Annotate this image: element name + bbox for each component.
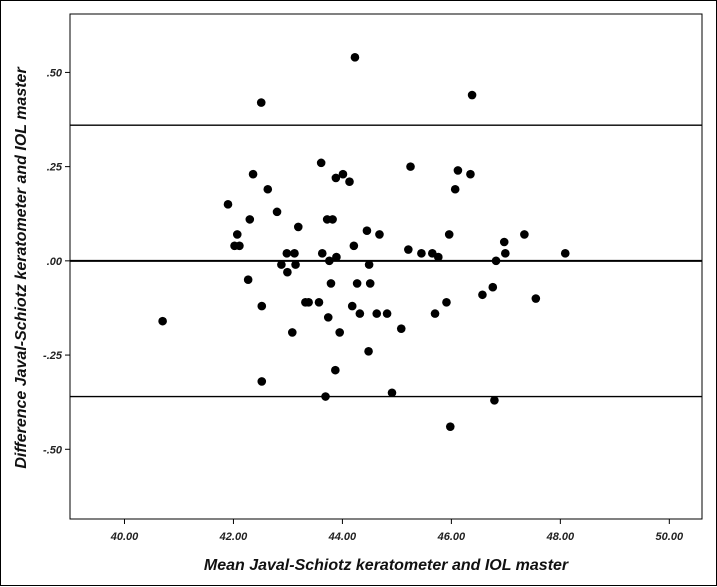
- data-point: [372, 309, 382, 318]
- data-point: [304, 298, 313, 307]
- data-point: [434, 252, 443, 262]
- data-point: [365, 279, 375, 288]
- data-point: [499, 237, 509, 247]
- data-point: [382, 309, 392, 318]
- data-point: [345, 177, 354, 187]
- data-point: [158, 316, 167, 326]
- data-point: [331, 365, 340, 375]
- data-point: [335, 328, 344, 337]
- data-point: [501, 249, 510, 258]
- y-tick-label: .00: [47, 256, 63, 268]
- data-point: [232, 230, 242, 239]
- data-point: [282, 249, 292, 258]
- data-point: [245, 215, 255, 224]
- data-point: [531, 294, 541, 303]
- data-point: [256, 98, 266, 107]
- data-point: [488, 282, 498, 292]
- y-axis: .50 .25 .00 -.25 -.50: [43, 67, 70, 456]
- data-point: [331, 173, 341, 183]
- data-point: [404, 245, 413, 254]
- data-point: [257, 301, 267, 311]
- data-point: [316, 158, 326, 168]
- data-point: [490, 395, 499, 405]
- data-point: [243, 275, 253, 284]
- data-point: [323, 313, 333, 322]
- data-point: [223, 200, 233, 209]
- data-point: [291, 260, 300, 269]
- x-tick-label: 50.00: [656, 531, 684, 543]
- data-point: [350, 53, 360, 62]
- y-tick-label: .25: [47, 162, 63, 174]
- data-point: [277, 260, 286, 269]
- data-point: [347, 301, 357, 311]
- data-point: [467, 90, 477, 100]
- data-point: [442, 298, 451, 307]
- data-point: [321, 392, 330, 401]
- data-point: [263, 184, 273, 194]
- x-axis: 40.00 42.00 44.00 46.00 48.00 50.00: [110, 519, 684, 543]
- y-axis-title: Difference Javal-Schiotz keratometer and…: [13, 67, 30, 469]
- y-tick-label: .50: [47, 67, 63, 79]
- data-point: [248, 169, 258, 179]
- data-point: [450, 184, 460, 194]
- data-point: [272, 207, 282, 217]
- data-point: [364, 346, 373, 356]
- x-tick-label: 44.00: [328, 531, 357, 543]
- data-point: [326, 279, 336, 288]
- data-point: [293, 222, 303, 232]
- x-tick-label: 40.00: [110, 531, 139, 543]
- data-point: [560, 249, 570, 258]
- reference-lines: [70, 124, 702, 398]
- data-point: [328, 215, 337, 224]
- data-point: [491, 256, 501, 266]
- data-point: [362, 226, 372, 235]
- data-point: [235, 241, 244, 251]
- data-point: [349, 241, 359, 251]
- data-point: [445, 422, 455, 431]
- data-point: [406, 162, 415, 171]
- data-point: [355, 309, 365, 318]
- data-point: [478, 290, 487, 300]
- data-point: [364, 260, 374, 269]
- y-tick-label: -.50: [43, 444, 63, 456]
- data-point: [352, 279, 362, 288]
- data-point: [338, 169, 348, 179]
- data-point: [444, 230, 454, 239]
- data-point: [287, 328, 297, 337]
- data-point: [375, 230, 384, 239]
- data-point: [387, 388, 397, 398]
- data-point: [430, 309, 440, 318]
- data-point: [257, 377, 267, 386]
- data-point: [317, 249, 327, 258]
- data-point: [283, 267, 292, 277]
- data-point: [290, 249, 299, 258]
- x-tick-label: 42.00: [219, 531, 248, 543]
- data-point: [325, 256, 334, 266]
- data-point: [396, 324, 406, 333]
- x-tick-label: 46.00: [437, 531, 466, 543]
- y-tick-label: -.25: [43, 350, 63, 362]
- data-point: [453, 166, 463, 175]
- x-axis-title: Mean Javal-Schiotz keratometer and IOL m…: [204, 557, 569, 574]
- data-point: [314, 298, 324, 307]
- data-point: [520, 230, 529, 239]
- data-points: [158, 53, 570, 431]
- data-point: [466, 169, 475, 179]
- data-point: [332, 252, 341, 262]
- data-point: [417, 249, 426, 258]
- plot-area: [69, 13, 703, 520]
- x-tick-label: 48.00: [546, 531, 575, 543]
